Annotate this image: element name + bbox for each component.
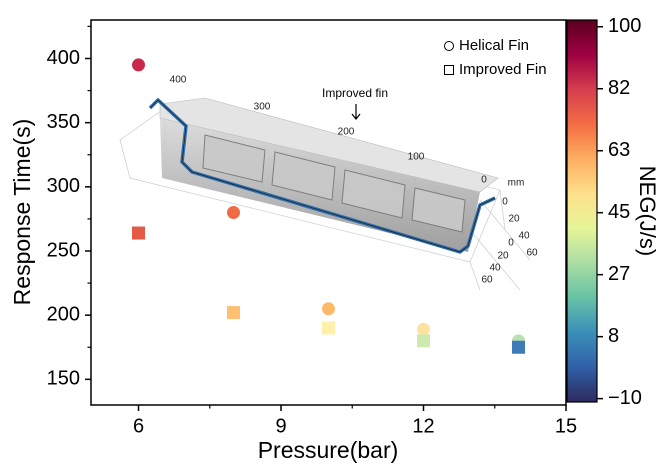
legend-marker: [445, 66, 454, 75]
colorbar-tick-label: 82: [608, 77, 630, 99]
inset-height-label: 60: [481, 275, 493, 286]
x-tick-label: 9: [275, 415, 286, 437]
legend-label: Helical Fin: [459, 37, 529, 54]
inset-depth-label: 40: [518, 231, 530, 242]
colorbar-tick-label: 100: [608, 15, 641, 37]
point: [227, 206, 240, 219]
inset-height-label: 20: [497, 251, 509, 262]
point: [227, 306, 240, 319]
inset-length-label: 400: [170, 75, 187, 86]
y-tick-label: 150: [47, 368, 80, 390]
y-axis-label: Response Time(s): [9, 119, 35, 306]
colorbar-tick-label: 63: [608, 139, 630, 161]
inset-annotation: Improved fin: [322, 86, 388, 100]
point: [417, 323, 430, 336]
y-tick-label: 300: [47, 175, 80, 197]
x-tick-label: 12: [412, 415, 434, 437]
inset-depth-label: 0: [502, 197, 508, 208]
colorbar-tick-label: 8: [608, 325, 619, 347]
inset-height-label: 0: [508, 238, 514, 249]
x-tick-label: 6: [133, 415, 144, 437]
legend-label: Improved Fin: [459, 61, 547, 78]
colorbar-tick-label: 45: [608, 201, 630, 223]
inset-length-label: 300: [254, 102, 271, 113]
x-axis-label: Pressure(bar): [258, 437, 399, 463]
inset-depth-label: 20: [508, 214, 520, 225]
point: [132, 227, 145, 240]
inset-length-label: 100: [408, 152, 425, 163]
y-tick-label: 250: [47, 239, 80, 261]
colorbar: [567, 20, 597, 402]
legend-marker: [445, 42, 454, 51]
y-tick-label: 200: [47, 303, 80, 325]
colorbar-label: NEG(J/s): [635, 166, 660, 256]
inset-depth-label: 60: [526, 248, 538, 259]
inset-length-label: 0: [481, 175, 487, 186]
y-tick-label: 400: [47, 47, 80, 69]
point: [322, 322, 335, 335]
colorbar-tick-label: −10: [608, 387, 642, 409]
point: [417, 334, 430, 347]
y-tick-label: 350: [47, 111, 80, 133]
chart: Improved fin4003002001000mm0204060020406…: [0, 0, 662, 466]
inset-height-label: 40: [489, 263, 501, 274]
inset-unit: mm: [508, 178, 525, 189]
point: [512, 341, 525, 354]
colorbar-tick-label: 27: [608, 263, 630, 285]
inset-length-label: 200: [338, 127, 355, 138]
x-tick-label: 15: [555, 415, 577, 437]
point: [132, 58, 145, 71]
point: [322, 302, 335, 315]
